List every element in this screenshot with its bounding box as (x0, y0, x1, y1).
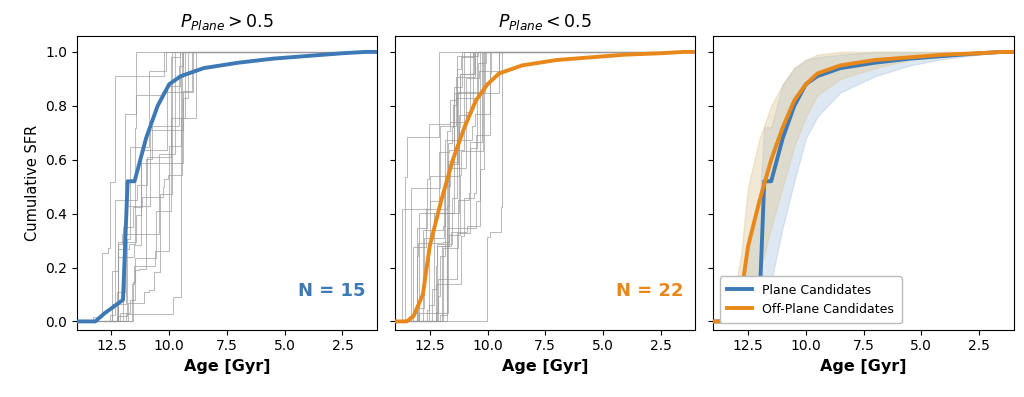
X-axis label: Age [Gyr]: Age [Gyr] (820, 359, 907, 374)
X-axis label: Age [Gyr]: Age [Gyr] (502, 359, 589, 374)
Off-Plane Candidates (938, 52, 950, 57)
Plane Candidates (938, 54, 950, 58)
Off-Plane Candidates (973, 51, 985, 56)
Off-Plane Candidates (754, 198, 766, 202)
Line: Plane Candidates: Plane Candidates (714, 52, 1014, 322)
Line: Off-Plane Candidates: Off-Plane Candidates (714, 52, 1014, 322)
Plane Candidates (788, 104, 801, 108)
Plane Candidates (835, 66, 847, 70)
Text: N = 15: N = 15 (298, 282, 366, 300)
Off-Plane Candidates (811, 71, 823, 76)
Plane Candidates (708, 319, 720, 324)
Plane Candidates (973, 51, 985, 56)
Off-Plane Candidates (788, 98, 801, 103)
Off-Plane Candidates (735, 292, 748, 297)
Off-Plane Candidates (776, 125, 788, 130)
Text: N = 22: N = 22 (615, 282, 683, 300)
Plane Candidates (800, 82, 812, 87)
Off-Plane Candidates (800, 82, 812, 87)
Plane Candidates (776, 136, 788, 141)
Off-Plane Candidates (719, 319, 731, 324)
Off-Plane Candidates (869, 58, 882, 62)
Title: $P_{Plane} > 0.5$: $P_{Plane} > 0.5$ (180, 12, 273, 33)
Off-Plane Candidates (726, 314, 738, 318)
Plane Candidates (1008, 50, 1020, 54)
Off-Plane Candidates (765, 157, 777, 162)
Plane Candidates (811, 74, 823, 79)
Plane Candidates (754, 297, 766, 302)
Y-axis label: Cumulative SFR: Cumulative SFR (25, 125, 40, 241)
Off-Plane Candidates (708, 319, 720, 324)
Plane Candidates (719, 319, 731, 324)
Title: $P_{Plane} < 0.5$: $P_{Plane} < 0.5$ (499, 12, 592, 33)
Off-Plane Candidates (1008, 50, 1020, 54)
Off-Plane Candidates (903, 55, 915, 60)
Plane Candidates (726, 319, 738, 324)
Plane Candidates (869, 60, 882, 65)
Legend: Plane Candidates, Off-Plane Candidates: Plane Candidates, Off-Plane Candidates (720, 276, 901, 323)
Off-Plane Candidates (835, 63, 847, 68)
Plane Candidates (996, 50, 1009, 54)
Off-Plane Candidates (742, 244, 755, 249)
Plane Candidates (765, 179, 777, 184)
Plane Candidates (735, 311, 748, 316)
Plane Candidates (758, 179, 770, 184)
X-axis label: Age [Gyr]: Age [Gyr] (183, 359, 270, 374)
Plane Candidates (903, 56, 915, 61)
Off-Plane Candidates (996, 50, 1009, 54)
